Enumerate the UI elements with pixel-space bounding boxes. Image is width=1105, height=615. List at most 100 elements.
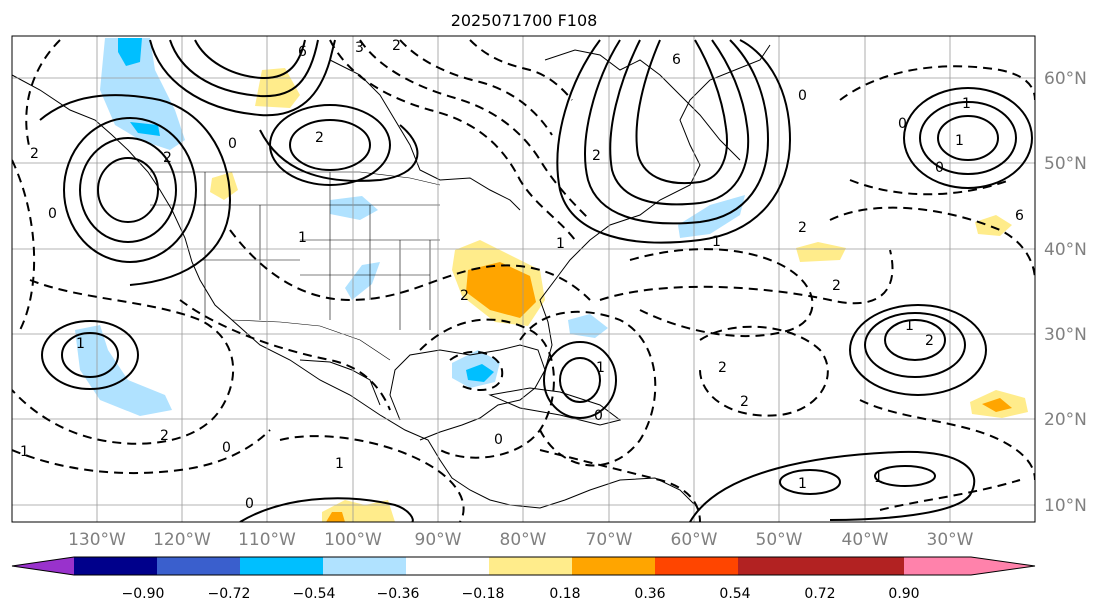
- lon-tick-label: 80°W: [500, 530, 547, 550]
- us-mexico-border: [231, 319, 391, 361]
- colorbar-tick-label: −0.90: [122, 586, 165, 602]
- colorbar-segment: [157, 557, 240, 575]
- lon-tick-label: 40°W: [842, 530, 889, 550]
- shade-atlantic-blue: [678, 195, 745, 238]
- colorbar-tick-label: 0.90: [888, 586, 919, 602]
- contour-label: 2: [740, 394, 749, 410]
- lat-tick-label: 30°N: [1044, 325, 1087, 345]
- lon-tick-label: 110°W: [238, 530, 296, 550]
- contour-label: 0: [245, 496, 254, 512]
- colorbar-tick-label: 0.18: [549, 586, 580, 602]
- contour-label: 6: [672, 52, 681, 68]
- colorbar-segment: [74, 557, 157, 575]
- contour-label: 1: [962, 96, 971, 112]
- contour-high-pacific-nw-4: [39, 94, 232, 286]
- contour-high-east-atlantic-3: [903, 87, 1033, 189]
- contour-high-tropical-atlantic-1: [689, 450, 976, 522]
- lat-tick-label: 40°N: [1044, 240, 1087, 260]
- contour-high-pacific-nw-3: [63, 117, 197, 263]
- contour-high-subtropical-1: [884, 319, 946, 361]
- contour-dash-central-atlantic-1: [629, 248, 814, 338]
- contour-high-caribbean-1: [559, 357, 601, 403]
- contour-high-subtropical-2: [864, 312, 966, 378]
- colorbar-tick-label: 0.36: [634, 586, 665, 602]
- contour-dash-trough-1: [329, 39, 576, 241]
- contour-label: 1: [798, 476, 807, 492]
- contour-label: 1: [20, 444, 29, 460]
- lat-tick-label: 20°N: [1044, 410, 1087, 430]
- contour-label: 0: [594, 408, 603, 424]
- lon-tick-label: 100°W: [324, 530, 382, 550]
- coastline-hudson-bay: [329, 59, 521, 211]
- lat-tick-label: 50°N: [1044, 154, 1087, 174]
- lat-tick-label: 10°N: [1044, 496, 1087, 516]
- contour-label: 2: [832, 278, 841, 294]
- colorbar-segment: [738, 557, 821, 575]
- colorbar-tick-label: 0.54: [719, 586, 750, 602]
- contour-label: 6: [1015, 208, 1024, 224]
- contour-dash-east-pacific-south: [12, 429, 271, 475]
- shade-texas-blue: [345, 262, 380, 300]
- anomaly-shading: [75, 38, 1028, 522]
- contour-canada-ridge-3: [194, 39, 306, 80]
- contour-high-subtropical-3: [849, 304, 987, 396]
- contour-canada-ridge-1: [149, 39, 336, 117]
- shade-plains-blue: [330, 196, 378, 220]
- contour-dash-gulf: [419, 318, 555, 459]
- negative-contours: [12, 39, 1035, 522]
- colorbar-segment: [489, 557, 572, 575]
- contour-label: 1: [596, 360, 605, 376]
- contour-label: 1: [298, 230, 307, 246]
- lat-tick-label: 60°N: [1044, 69, 1087, 89]
- positive-contours: [39, 39, 1033, 522]
- shade-pacific-nw-light-blue: [100, 38, 185, 150]
- contour-dash-central-america: [279, 435, 465, 522]
- contour-dash-plains-1: [229, 229, 591, 302]
- contour-high-east-atlantic-1: [937, 115, 999, 161]
- contour-dash-bermuda-ring: [519, 310, 657, 467]
- contour-dash-trough-4: [469, 39, 573, 101]
- contour-dash-trough-2: [359, 39, 591, 221]
- contour-label: 1: [556, 236, 565, 252]
- shade-pacific-nw-blue-2: [130, 122, 160, 136]
- contour-high-central-canada-3: [259, 124, 419, 182]
- lon-tick-label: 120°W: [153, 530, 211, 550]
- contour-dash-trough-3: [399, 39, 553, 136]
- contour-label: 1: [335, 456, 344, 472]
- contour-high-east-pacific-1: [61, 332, 119, 378]
- coastline-gulf-of-mexico: [389, 344, 546, 441]
- lon-tick-label: 70°W: [586, 530, 633, 550]
- lon-tick-label: 30°W: [927, 530, 974, 550]
- colorbar-segment: [240, 557, 323, 575]
- contour-dash-gulf-inner: [449, 350, 504, 391]
- contour-label: 2: [798, 220, 807, 236]
- shade-pacific-nw-blue: [118, 38, 142, 66]
- contour-label: 2: [315, 130, 324, 146]
- contour-dash-east-pacific-ring: [12, 279, 234, 445]
- contour-high-pacific-nw-1: [97, 157, 159, 223]
- map-title: 2025071700 F108: [451, 11, 598, 30]
- contour-label: 0: [935, 160, 944, 176]
- coastline-south-america: [564, 477, 701, 511]
- shade-east-pacific-blue: [75, 325, 172, 416]
- contour-high-pacific-nw-2: [79, 137, 177, 243]
- contour-dash-central-atlantic-2: [599, 249, 894, 305]
- contour-high-east-atlantic-2: [919, 101, 1017, 175]
- contour-high-tropical-atlantic-2: [779, 469, 841, 495]
- colorbar-tick-label: −0.72: [208, 586, 251, 602]
- colorbar-tick-label: −0.18: [462, 586, 505, 602]
- contour-label: 1: [874, 470, 883, 486]
- contour-label: 0: [48, 206, 57, 222]
- contour-dash-tropical-1: [859, 399, 1035, 481]
- contour-atlantic-ridge-4: [635, 39, 728, 185]
- contour-label: 0: [898, 116, 907, 132]
- shade-southeast-orange: [466, 262, 536, 318]
- lon-tick-label: 50°W: [756, 530, 803, 550]
- contour-label: 2: [30, 146, 39, 162]
- contour-label: 0: [222, 440, 231, 456]
- contour-high-central-canada-1: [289, 119, 371, 171]
- contour-label: 2: [718, 360, 727, 376]
- contour-high-caribbean-2: [543, 341, 617, 419]
- longitude-axis: 130°W 120°W 110°W 100°W 90°W 80°W 70°W 6…: [68, 530, 974, 550]
